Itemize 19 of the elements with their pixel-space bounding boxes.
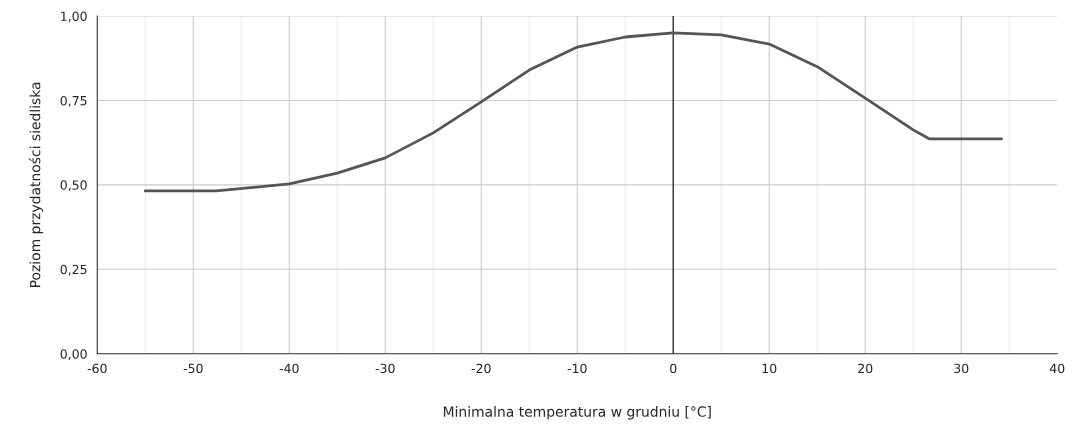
- x-tick-label: 20: [858, 363, 873, 374]
- y-tick-label: 0,25: [60, 264, 87, 276]
- x-tick-label: 10: [762, 363, 777, 374]
- y-tick-label: 0,50: [60, 180, 87, 192]
- x-tick-label: -10: [567, 363, 587, 374]
- x-tick-label: 30: [954, 363, 969, 374]
- x-tick-label: -40: [279, 363, 299, 374]
- y-tick-label: 0,00: [60, 349, 87, 360]
- x-axis-title: Minimalna temperatura w grudniu [°C]: [443, 406, 711, 420]
- x-tick-label: -20: [471, 363, 491, 374]
- x-tick-label: -50: [183, 363, 203, 374]
- x-tick-label: -60: [87, 363, 107, 374]
- y-axis-title: Poziom przydatności siedliska: [29, 82, 44, 287]
- x-tick-label: 0: [670, 363, 677, 374]
- y-tick-label: 1,00: [61, 11, 87, 23]
- x-tick-label: 40: [1049, 363, 1065, 374]
- y-tick-label: 0,75: [60, 95, 87, 107]
- line-series: [143, 31, 1003, 193]
- x-tick-label: -30: [375, 363, 395, 374]
